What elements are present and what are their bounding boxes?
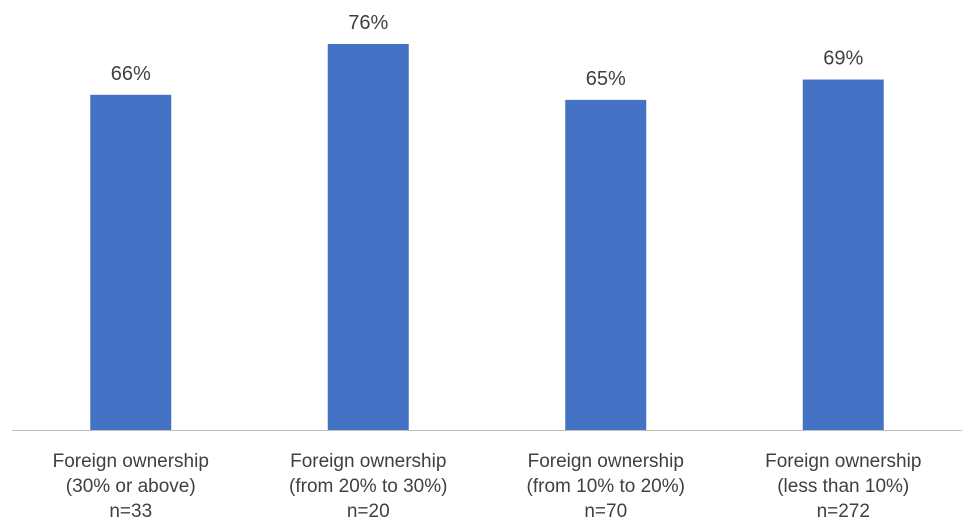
category-label-3: Foreign ownership (from 10% to 20%) n=70 (527, 451, 685, 522)
data-label-4: 69% (823, 48, 863, 70)
bar-2 (327, 44, 409, 430)
category-label-line: n=33 (109, 501, 152, 522)
category-label-line: n=272 (817, 501, 870, 522)
category-label-line: (from 20% to 30%) (289, 476, 447, 497)
bars-group (90, 44, 884, 431)
category-labels-group: Foreign ownership (30% or above) n=33Forei… (53, 451, 922, 522)
category-label-line: n=70 (584, 501, 627, 522)
category-label-line: Foreign ownership (765, 451, 921, 472)
category-label-4: Foreign ownership (less than 10%) n=272 (765, 451, 921, 522)
category-label-line: (less than 10%) (777, 476, 909, 497)
category-label-1: Foreign ownership (30% or above) n=33 (53, 451, 209, 522)
category-label-line: n=20 (347, 501, 390, 522)
category-label-2: Foreign ownership (from 20% to 30%) n=20 (289, 451, 447, 522)
category-label-line: (30% or above) (66, 476, 196, 497)
bar-1 (90, 94, 172, 430)
data-label-3: 65% (586, 68, 626, 90)
data-label-2: 76% (348, 12, 388, 34)
bar-4 (802, 79, 884, 430)
bar-3 (565, 99, 647, 431)
category-label-line: Foreign ownership (53, 451, 209, 472)
data-label-1: 66% (111, 63, 151, 85)
category-label-line: Foreign ownership (528, 451, 684, 472)
category-label-line: (from 10% to 20%) (527, 476, 685, 497)
value-labels-group: 66% 76% 65% 69% (111, 12, 864, 90)
category-label-line: Foreign ownership (290, 451, 446, 472)
